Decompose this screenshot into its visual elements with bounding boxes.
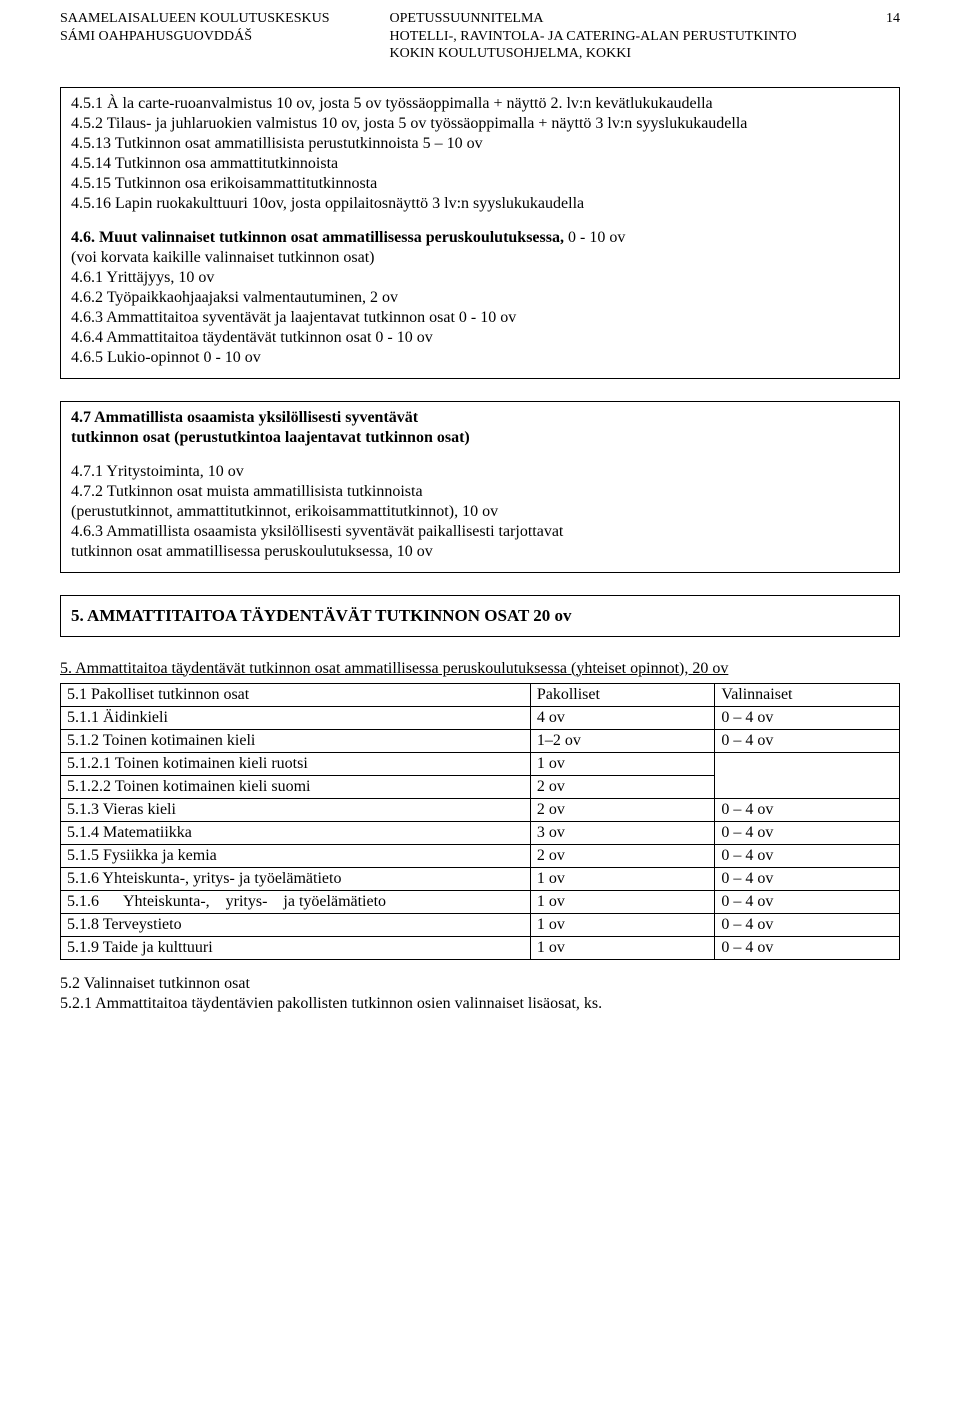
table-cell-optional bbox=[715, 752, 900, 798]
table-cell-optional: 0 – 4 ov bbox=[715, 890, 900, 913]
table-cell-optional: 0 – 4 ov bbox=[715, 706, 900, 729]
item-4-5-13: 4.5.13 Tutkinnon osat ammatillisista per… bbox=[71, 134, 889, 154]
item-4-6-5: 4.6.5 Lukio-opinnot 0 - 10 ov bbox=[71, 348, 889, 368]
table-cell-mandatory: 3 ov bbox=[530, 821, 715, 844]
doc-title-2: HOTELLI-, RAVINTOLA- JA CATERING-ALAN PE… bbox=[390, 28, 901, 46]
table-cell-name: 5.1.4 Matematiikka bbox=[61, 821, 531, 844]
table-row: 5.1.6 Yhteiskunta-, yritys- ja työelämät… bbox=[61, 890, 900, 913]
curriculum-box-5-heading: 5. AMMATTITAITOA TÄYDENTÄVÄT TUTKINNON O… bbox=[60, 595, 900, 637]
item-5-2-1: 5.2.1 Ammattitaitoa täydentävien pakolli… bbox=[60, 994, 900, 1014]
table-cell-optional: 0 – 4 ov bbox=[715, 913, 900, 936]
table-row: 5.1.6 Yhteiskunta-, yritys- ja työelämät… bbox=[61, 867, 900, 890]
item-4-6-heading: 4.6. Muut valinnaiset tutkinnon osat amm… bbox=[71, 228, 889, 248]
item-4-5-16: 4.5.16 Lapin ruokakulttuuri 10ov, josta … bbox=[71, 194, 889, 214]
item-5-2: 5.2 Valinnaiset tutkinnon osat bbox=[60, 974, 900, 994]
table-cell-optional: 0 – 4 ov bbox=[715, 798, 900, 821]
item-4-6-4: 4.6.4 Ammattitaitoa täydentävät tutkinno… bbox=[71, 328, 889, 348]
section-5-intro: 5. Ammattitaitoa täydentävät tutkinnon o… bbox=[60, 659, 900, 679]
item-4-7-2-paren: (perustutkinnot, ammattitutkinnot, eriko… bbox=[71, 502, 889, 522]
item-4-5-15: 4.5.15 Tutkinnon osa erikoisammattitutki… bbox=[71, 174, 889, 194]
table-cell-name: 5.1.2.2 Toinen kotimainen kieli suomi bbox=[61, 775, 531, 798]
item-4-6-3-local: 4.6.3 Ammatillista osaamista yksilöllise… bbox=[71, 522, 889, 542]
item-4-6-2: 4.6.2 Työpaikkaohjaajaksi valmentautumin… bbox=[71, 288, 889, 308]
table-cell-name: 5.1.2.1 Toinen kotimainen kieli ruotsi bbox=[61, 752, 531, 775]
item-4-6-1: 4.6.1 Yrittäjyys, 10 ov bbox=[71, 268, 889, 288]
table-cell-optional: 0 – 4 ov bbox=[715, 844, 900, 867]
item-4-7-2: 4.7.2 Tutkinnon osat muista ammatillisis… bbox=[71, 482, 889, 502]
table-cell-mandatory: 1 ov bbox=[530, 867, 715, 890]
table-cell-mandatory: 2 ov bbox=[530, 775, 715, 798]
item-4-7-subtitle: tutkinnon osat (perustutkintoa laajentav… bbox=[71, 428, 889, 448]
org-line2: SÁMI OAHPAHUSGUOVDDÁŠ bbox=[60, 28, 330, 46]
item-4-6-note: (voi korvata kaikille valinnaiset tutkin… bbox=[71, 248, 889, 268]
item-4-6-title: 4.6. Muut valinnaiset tutkinnon osat amm… bbox=[71, 229, 564, 246]
table-cell-mandatory: 1 ov bbox=[530, 936, 715, 959]
table-cell-mandatory: Pakolliset bbox=[530, 683, 715, 706]
item-4-6-3-local-2: tutkinnon osat ammatillisessa peruskoulu… bbox=[71, 542, 889, 562]
item-4-5-2: 4.5.2 Tilaus- ja juhlaruokien valmistus … bbox=[71, 114, 889, 134]
table-row: 5.1.8 Terveystieto1 ov0 – 4 ov bbox=[61, 913, 900, 936]
item-4-5-1: 4.5.1 À la carte-ruoanvalmistus 10 ov, j… bbox=[71, 94, 889, 114]
header-left: SAAMELAISALUEEN KOULUTUSKESKUS SÁMI OAHP… bbox=[60, 10, 330, 63]
header-center: OPETUSSUUNNITELMA 14 HOTELLI-, RAVINTOLA… bbox=[390, 10, 901, 63]
table-cell-optional: 0 – 4 ov bbox=[715, 729, 900, 752]
table-cell-name: 5.1.8 Terveystieto bbox=[61, 913, 531, 936]
table-cell-name: 5.1.9 Taide ja kulttuuri bbox=[61, 936, 531, 959]
table-cell-name: 5.1.1 Äidinkieli bbox=[61, 706, 531, 729]
table-row: 5.1.2 Toinen kotimainen kieli1–2 ov0 – 4… bbox=[61, 729, 900, 752]
table-cell-name: 5.1.5 Fysiikka ja kemia bbox=[61, 844, 531, 867]
table-cell-optional: Valinnaiset bbox=[715, 683, 900, 706]
item-4-7-title: 4.7 Ammatillista osaamista yksilöllisest… bbox=[71, 408, 889, 428]
item-4-5-14: 4.5.14 Tutkinnon osa ammattitutkinnoista bbox=[71, 154, 889, 174]
doc-title-1: OPETUSSUUNNITELMA bbox=[390, 10, 544, 28]
table-cell-name: 5.1 Pakolliset tutkinnon osat bbox=[61, 683, 531, 706]
table-cell-optional: 0 – 4 ov bbox=[715, 867, 900, 890]
org-line1: SAAMELAISALUEEN KOULUTUSKESKUS bbox=[60, 10, 330, 28]
page: SAAMELAISALUEEN KOULUTUSKESKUS SÁMI OAHP… bbox=[0, 0, 960, 1034]
table-row: 5.1.5 Fysiikka ja kemia2 ov0 – 4 ov bbox=[61, 844, 900, 867]
table-cell-name: 5.1.6 Yhteiskunta-, yritys- ja työelämät… bbox=[61, 890, 531, 913]
table-cell-optional: 0 – 4 ov bbox=[715, 821, 900, 844]
table-cell-name: 5.1.3 Vieras kieli bbox=[61, 798, 531, 821]
mandatory-parts-table: 5.1 Pakolliset tutkinnon osatPakollisetV… bbox=[60, 683, 900, 960]
table-cell-mandatory: 2 ov bbox=[530, 844, 715, 867]
table-row: 5.1.2.1 Toinen kotimainen kieli ruotsi1 … bbox=[61, 752, 900, 775]
doc-title-3: KOKIN KOULUTUSOHJELMA, KOKKI bbox=[390, 45, 901, 63]
table-cell-mandatory: 2 ov bbox=[530, 798, 715, 821]
table-cell-mandatory: 1 ov bbox=[530, 890, 715, 913]
table-row: 5.1.9 Taide ja kulttuuri1 ov0 – 4 ov bbox=[61, 936, 900, 959]
table-row: 5.1 Pakolliset tutkinnon osatPakollisetV… bbox=[61, 683, 900, 706]
table-cell-mandatory: 1 ov bbox=[530, 913, 715, 936]
table-row: 5.1.3 Vieras kieli2 ov0 – 4 ov bbox=[61, 798, 900, 821]
curriculum-box-4-5-4-6: 4.5.1 À la carte-ruoanvalmistus 10 ov, j… bbox=[60, 87, 900, 379]
table-cell-name: 5.1.6 Yhteiskunta-, yritys- ja työelämät… bbox=[61, 867, 531, 890]
table-cell-mandatory: 4 ov bbox=[530, 706, 715, 729]
item-4-7-1: 4.7.1 Yritystoiminta, 10 ov bbox=[71, 462, 889, 482]
table-cell-optional: 0 – 4 ov bbox=[715, 936, 900, 959]
item-4-6-3: 4.6.3 Ammattitaitoa syventävät ja laajen… bbox=[71, 308, 889, 328]
curriculum-box-4-7: 4.7 Ammatillista osaamista yksilöllisest… bbox=[60, 401, 900, 573]
table-cell-mandatory: 1 ov bbox=[530, 752, 715, 775]
table-row: 5.1.4 Matematiikka3 ov0 – 4 ov bbox=[61, 821, 900, 844]
table-cell-name: 5.1.2 Toinen kotimainen kieli bbox=[61, 729, 531, 752]
item-4-6-range: 0 - 10 ov bbox=[564, 229, 625, 246]
table-row: 5.1.1 Äidinkieli4 ov0 – 4 ov bbox=[61, 706, 900, 729]
page-header: SAAMELAISALUEEN KOULUTUSKESKUS SÁMI OAHP… bbox=[60, 10, 900, 63]
page-number: 14 bbox=[866, 10, 900, 28]
table-cell-mandatory: 1–2 ov bbox=[530, 729, 715, 752]
section-5-title: 5. AMMATTITAITOA TÄYDENTÄVÄT TUTKINNON O… bbox=[71, 606, 889, 626]
